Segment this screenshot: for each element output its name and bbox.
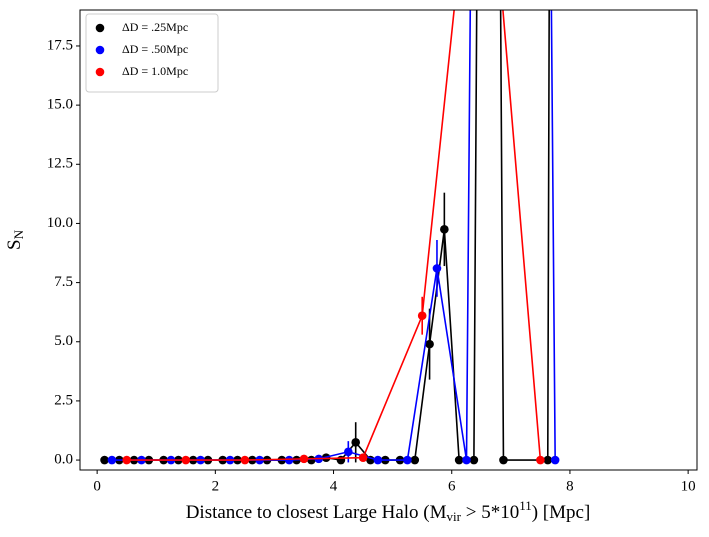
data-point: [469, 455, 479, 465]
data-point: [344, 447, 353, 457]
y-tick-label: 10.0: [47, 215, 73, 231]
legend-marker: [95, 45, 105, 55]
x-tick-label: 0: [93, 478, 101, 494]
data-point: [403, 455, 412, 465]
y-tick-label: 15.0: [47, 97, 73, 113]
x-tick-label: 2: [212, 478, 220, 494]
y-axis-label: SN: [4, 229, 26, 250]
y-tick-label: 0.0: [54, 451, 73, 467]
data-point: [499, 455, 508, 465]
data-point: [432, 264, 442, 273]
data-point: [454, 455, 464, 465]
legend-box: [85, 13, 219, 93]
y-tick-label: 5.0: [54, 333, 73, 349]
y-tick-label: 2.5: [54, 392, 73, 408]
x-tick-label: 6: [448, 478, 456, 494]
data-point: [550, 455, 560, 465]
x-axis-label: Distance to closest Large Halo (Mvir > 5…: [186, 498, 591, 524]
plot-area: [100, 10, 560, 465]
data-point: [181, 455, 191, 465]
legend: ΔD = .25Mpc ΔD = .50Mpc ΔD = 1.0Mpc: [85, 13, 219, 93]
data-point: [417, 311, 427, 321]
x-tick-label: 4: [330, 478, 338, 494]
axes-frame: [79, 9, 698, 471]
y-tick-label: 12.5: [47, 156, 73, 172]
legend-label: ΔD = 1.0Mpc: [122, 64, 188, 78]
y-tick-label: 17.5: [47, 37, 73, 53]
data-point: [107, 455, 117, 465]
data-point: [425, 339, 434, 349]
data-point: [543, 455, 553, 465]
legend-marker: [95, 67, 105, 77]
data-point: [351, 438, 360, 447]
data-point: [122, 455, 131, 465]
y-tick-label: 7.5: [54, 274, 73, 290]
data-point: [240, 455, 250, 465]
legend-label: ΔD = .50Mpc: [122, 42, 188, 56]
data-point: [373, 455, 383, 465]
legend-label: ΔD = .25Mpc: [122, 20, 188, 34]
data-point: [284, 455, 294, 465]
data-point: [536, 455, 545, 465]
legend-marker: [95, 23, 105, 33]
data-point: [299, 454, 309, 464]
data-point: [462, 455, 471, 465]
data-point: [336, 455, 346, 465]
x-tick-label: 10: [681, 478, 696, 494]
series-line: [126, 10, 542, 461]
ticks: 0 2 4 6 8 10 0.0 2.5 5.0 7.5 10.0 12.5 15.0 17.5: [47, 37, 696, 494]
data-point: [100, 455, 109, 465]
data-point: [358, 453, 368, 462]
data-point: [440, 225, 449, 234]
data-point: [410, 455, 420, 465]
x-tick-label: 8: [566, 478, 574, 494]
